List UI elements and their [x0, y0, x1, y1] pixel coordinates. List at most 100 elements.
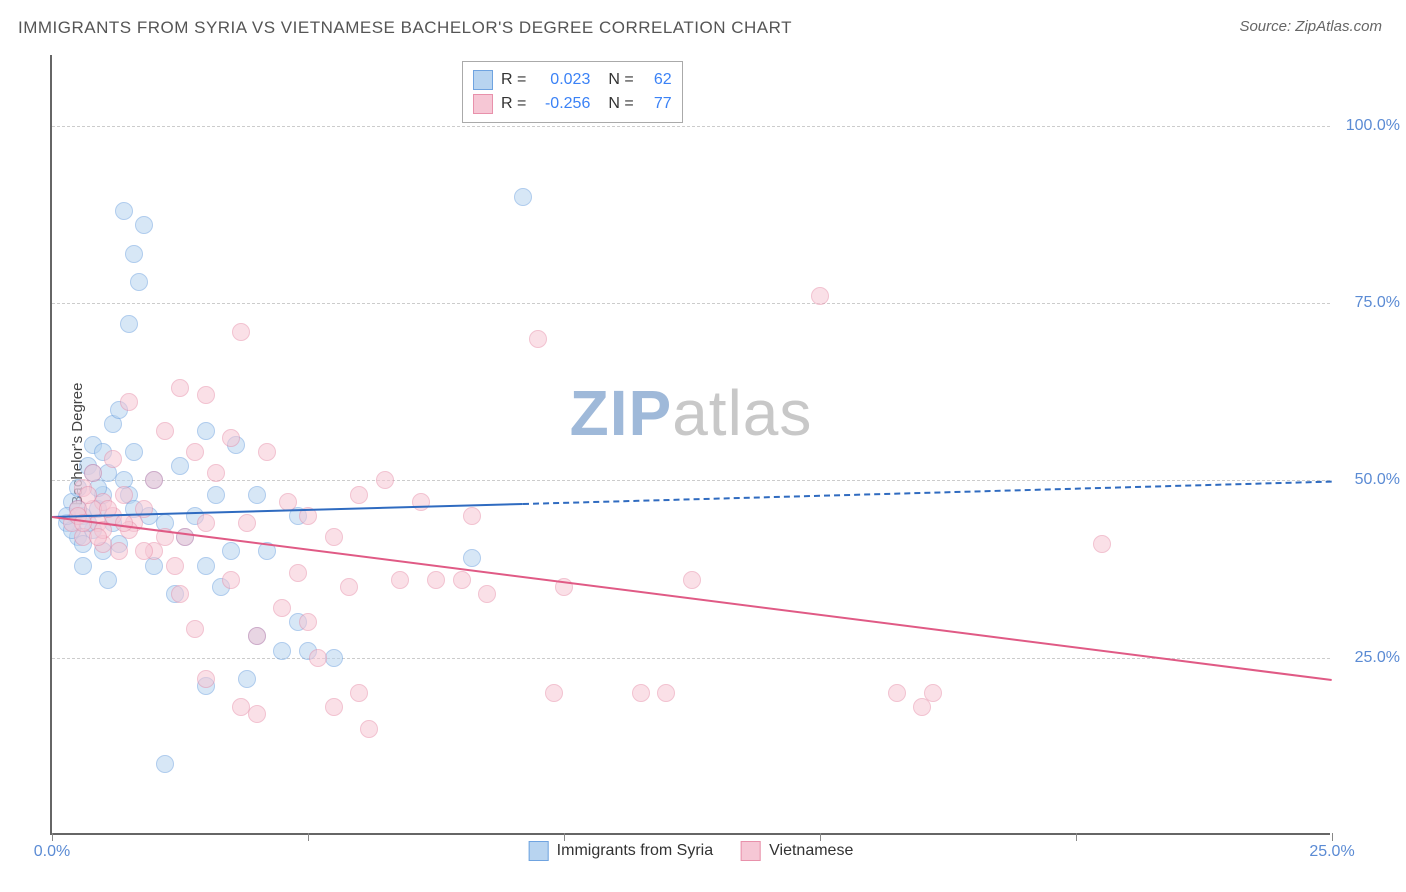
y-tick-label: 75.0% — [1340, 294, 1400, 312]
scatter-point — [248, 705, 266, 723]
scatter-point — [125, 245, 143, 263]
scatter-point — [514, 188, 532, 206]
watermark-atlas: atlas — [672, 377, 812, 449]
scatter-point — [156, 755, 174, 773]
stat-n-value: 77 — [642, 92, 672, 116]
scatter-point — [84, 464, 102, 482]
y-tick-label: 25.0% — [1340, 649, 1400, 667]
legend-item: Vietnamese — [741, 841, 853, 861]
scatter-point — [115, 202, 133, 220]
scatter-point — [273, 599, 291, 617]
scatter-point — [222, 571, 240, 589]
scatter-point — [360, 720, 378, 738]
watermark-zip: ZIP — [570, 377, 673, 449]
trend-line — [52, 516, 1332, 681]
scatter-point — [391, 571, 409, 589]
scatter-point — [176, 528, 194, 546]
scatter-point — [325, 528, 343, 546]
scatter-point — [197, 514, 215, 532]
scatter-point — [186, 443, 204, 461]
scatter-point — [186, 620, 204, 638]
scatter-point — [115, 486, 133, 504]
scatter-point — [197, 670, 215, 688]
x-tick-label: 25.0% — [1309, 843, 1354, 861]
scatter-point — [248, 486, 266, 504]
legend-bottom: Immigrants from Syria Vietnamese — [529, 841, 854, 861]
scatter-point — [207, 486, 225, 504]
scatter-point — [299, 613, 317, 631]
scatter-point — [197, 386, 215, 404]
y-tick-label: 50.0% — [1340, 471, 1400, 489]
scatter-point — [350, 486, 368, 504]
x-tick — [1076, 833, 1077, 841]
scatter-point — [248, 627, 266, 645]
scatter-point — [74, 557, 92, 575]
x-tick — [1332, 833, 1333, 841]
scatter-point — [110, 542, 128, 560]
x-tick — [308, 833, 309, 841]
legend-stats-box: R =0.023N =62R =-0.256N =77 — [462, 61, 683, 123]
scatter-point — [115, 514, 133, 532]
scatter-point — [125, 443, 143, 461]
scatter-point — [289, 564, 307, 582]
scatter-point — [89, 528, 107, 546]
scatter-point — [238, 670, 256, 688]
scatter-point — [325, 698, 343, 716]
scatter-point — [1093, 535, 1111, 553]
scatter-point — [340, 578, 358, 596]
scatter-point — [238, 514, 256, 532]
stat-r-label: R = — [501, 92, 526, 116]
legend-item: Immigrants from Syria — [529, 841, 713, 861]
scatter-point — [197, 557, 215, 575]
scatter-point — [412, 493, 430, 511]
scatter-point — [130, 273, 148, 291]
scatter-point — [350, 684, 368, 702]
scatter-point — [529, 330, 547, 348]
scatter-point — [258, 443, 276, 461]
scatter-point — [171, 585, 189, 603]
legend-label: Immigrants from Syria — [557, 842, 713, 860]
scatter-point — [811, 287, 829, 305]
scatter-point — [99, 571, 117, 589]
legend-swatch — [741, 841, 761, 861]
scatter-point — [171, 457, 189, 475]
scatter-point — [222, 542, 240, 560]
stat-n-label: N = — [608, 92, 633, 116]
legend-swatch — [473, 70, 493, 90]
scatter-point — [463, 549, 481, 567]
gridline — [52, 480, 1330, 481]
scatter-point — [279, 493, 297, 511]
scatter-point — [463, 507, 481, 525]
scatter-point — [232, 323, 250, 341]
x-tick — [52, 833, 53, 841]
x-tick-label: 0.0% — [34, 843, 70, 861]
scatter-point — [683, 571, 701, 589]
scatter-point — [222, 429, 240, 447]
scatter-point — [135, 542, 153, 560]
gridline — [52, 658, 1330, 659]
scatter-point — [207, 464, 225, 482]
chart-title: IMMIGRANTS FROM SYRIA VS VIETNAMESE BACH… — [18, 18, 792, 38]
y-tick-label: 100.0% — [1340, 117, 1400, 135]
gridline — [52, 303, 1330, 304]
scatter-point — [145, 471, 163, 489]
scatter-point — [156, 422, 174, 440]
scatter-point — [657, 684, 675, 702]
scatter-point — [171, 379, 189, 397]
legend-stats-row: R =0.023N =62 — [473, 68, 672, 92]
scatter-point — [888, 684, 906, 702]
scatter-point — [135, 216, 153, 234]
scatter-point — [376, 471, 394, 489]
gridline — [52, 126, 1330, 127]
scatter-point — [166, 557, 184, 575]
legend-swatch — [529, 841, 549, 861]
stat-n-value: 62 — [642, 68, 672, 92]
scatter-point — [309, 649, 327, 667]
scatter-point — [924, 684, 942, 702]
legend-swatch — [473, 94, 493, 114]
scatter-point — [120, 315, 138, 333]
scatter-point — [453, 571, 471, 589]
scatter-point — [427, 571, 445, 589]
scatter-point — [325, 649, 343, 667]
scatter-point — [545, 684, 563, 702]
